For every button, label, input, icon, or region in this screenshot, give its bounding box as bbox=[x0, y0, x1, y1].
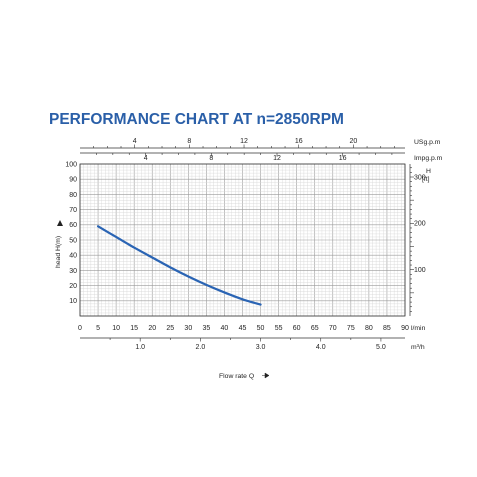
y-tick-label: 100 bbox=[65, 161, 77, 168]
x-tick-label: 0 bbox=[78, 325, 82, 332]
x-axis-label: Flow rate Q bbox=[219, 373, 254, 380]
x-tick-label: 20 bbox=[148, 325, 156, 332]
x-tick-label: 10 bbox=[112, 325, 120, 332]
series-layer bbox=[96, 225, 262, 306]
x-tick-label: 30 bbox=[184, 325, 192, 332]
top-axes: 4 8 12 16 20 4 8 12 16 bbox=[80, 138, 405, 162]
x-tick-label: 80 bbox=[365, 325, 373, 332]
y-axis-arrow-icon bbox=[57, 220, 63, 226]
x-tick-label: 65 bbox=[311, 325, 319, 332]
ft-axis: 100 200 300 bbox=[409, 164, 426, 316]
chart-title: PERFORMANCE CHART AT n=2850RPM bbox=[49, 111, 344, 128]
impgpm-unit-label: Impg.p.m bbox=[414, 155, 443, 162]
usgpm-tick-label: 4 bbox=[133, 138, 137, 145]
ft-axis-top-label: H bbox=[426, 168, 431, 175]
y-tick-label: 20 bbox=[69, 283, 77, 290]
impgpm-tick-label: 16 bbox=[339, 155, 347, 162]
x-tick-label: 85 bbox=[383, 325, 391, 332]
x-tick-label: 35 bbox=[202, 325, 210, 332]
x-tick-label: 75 bbox=[347, 325, 355, 332]
impgpm-tick-label: 8 bbox=[209, 155, 213, 162]
x-tick-label: 70 bbox=[329, 325, 337, 332]
y-tick-label: 40 bbox=[69, 253, 77, 260]
m3h-unit-label: m³/h bbox=[411, 344, 425, 351]
y-axis-label: head H(m) bbox=[55, 236, 62, 268]
impgpm-tick-label: 12 bbox=[273, 155, 281, 162]
x-tick-label: 40 bbox=[221, 325, 229, 332]
ft-unit-label: [ft] bbox=[422, 176, 430, 183]
x-tick-label: 90 bbox=[401, 325, 409, 332]
m3h-tick-label: 4.0 bbox=[316, 344, 326, 351]
y-axis: 10 20 30 40 50 60 70 80 90 100 bbox=[65, 161, 77, 305]
y-tick-label: 10 bbox=[69, 298, 77, 305]
x-tick-label: 25 bbox=[166, 325, 174, 332]
performance-curve bbox=[96, 225, 262, 306]
plot-frame bbox=[79, 163, 406, 317]
ft-tick-label: 300 bbox=[414, 174, 426, 181]
y-tick-label: 60 bbox=[69, 222, 77, 229]
y-tick-label: 90 bbox=[69, 177, 77, 184]
y-tick-label: 70 bbox=[69, 207, 77, 214]
m3h-tick-label: 5.0 bbox=[376, 344, 386, 351]
chart-grid bbox=[79, 163, 406, 317]
ft-tick-label: 100 bbox=[414, 267, 426, 274]
x-tick-label: 45 bbox=[239, 325, 247, 332]
x-tick-label: 5 bbox=[96, 325, 100, 332]
impgpm-tick-label: 4 bbox=[144, 155, 148, 162]
x-unit-label: l/min bbox=[411, 325, 426, 332]
x-tick-label: 55 bbox=[275, 325, 283, 332]
x-axis-arrow-icon bbox=[262, 372, 270, 379]
y-tick-label: 30 bbox=[69, 268, 77, 275]
x-tick-label: 60 bbox=[293, 325, 301, 332]
usgpm-unit-label: USg.p.m bbox=[414, 139, 441, 146]
y-tick-label: 80 bbox=[69, 192, 77, 199]
usgpm-tick-label: 16 bbox=[295, 138, 303, 145]
m3h-tick-label: 1.0 bbox=[135, 344, 145, 351]
ft-tick-label: 200 bbox=[414, 221, 426, 228]
y-tick-label: 50 bbox=[69, 237, 77, 244]
usgpm-tick-label: 20 bbox=[349, 138, 357, 145]
m3h-tick-label: 3.0 bbox=[256, 344, 266, 351]
x-axis: 0 5 10 15 20 25 30 35 40 45 50 55 60 65 70 75 80 85 90 1.0 2… bbox=[78, 325, 409, 351]
x-tick-label: 50 bbox=[257, 325, 265, 332]
m3h-tick-label: 2.0 bbox=[196, 344, 206, 351]
usgpm-tick-label: 8 bbox=[187, 138, 191, 145]
usgpm-tick-label: 12 bbox=[240, 138, 248, 145]
x-tick-label: 15 bbox=[130, 325, 138, 332]
